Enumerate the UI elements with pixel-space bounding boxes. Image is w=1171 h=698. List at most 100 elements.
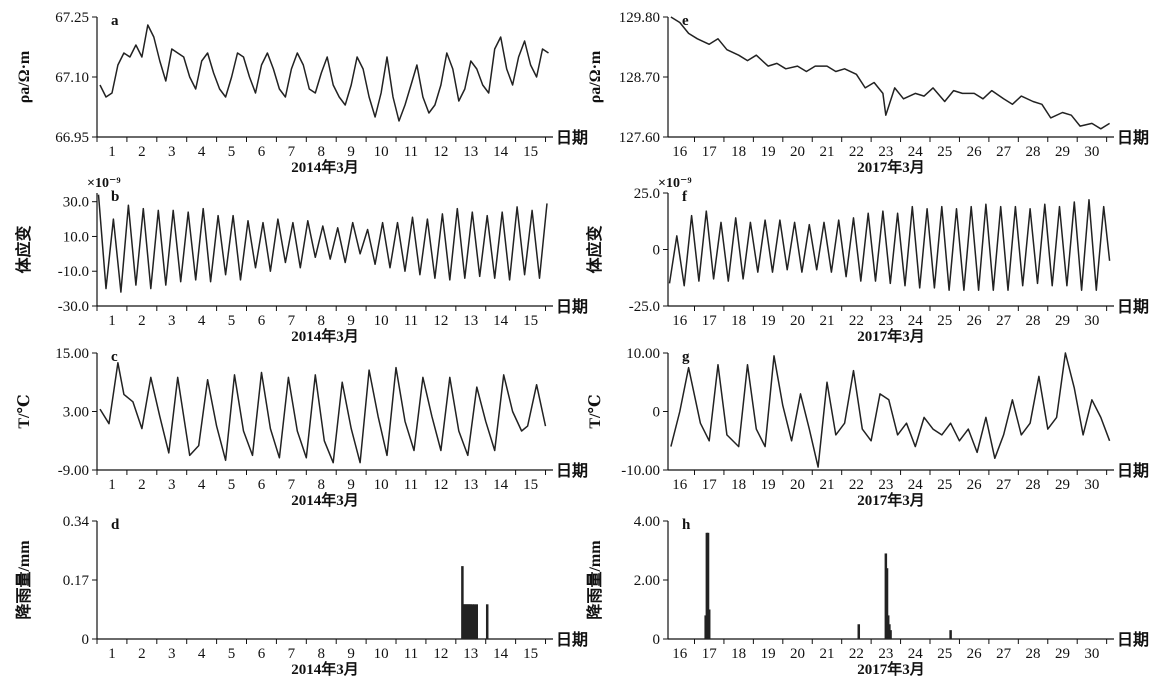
x-tick-label: 12: [433, 646, 448, 662]
x-tick-label: 30: [1084, 144, 1099, 160]
panel-letter: b: [111, 189, 119, 205]
y-tick-label: 10.0: [63, 229, 89, 245]
x-tick-label: 26: [967, 477, 983, 493]
y-tick-label: 4.00: [634, 514, 660, 530]
x-tick-label: 17: [702, 646, 718, 662]
x-tick-label: 13: [463, 477, 478, 493]
panel-letter: f: [682, 189, 688, 205]
x-tick-label: 30: [1084, 646, 1099, 662]
x-tick-label: 28: [1026, 477, 1041, 493]
y-tick-label: 0: [653, 243, 661, 259]
y-axis-label: 体应变: [585, 225, 604, 273]
x-tick-label: 13: [463, 144, 478, 160]
y-axis-label: 降雨量/mm: [14, 540, 33, 620]
x-tick-label: 1: [108, 144, 116, 160]
x-tick-label: 4: [198, 144, 206, 160]
x-tick-label: 29: [1055, 477, 1070, 493]
y-tick-label: 127.60: [619, 130, 660, 146]
x-axis-label: 日期: [1117, 461, 1149, 480]
x-tick-label: 27: [996, 144, 1012, 160]
x-tick-label: 2: [138, 646, 146, 662]
panel-letter: h: [682, 517, 691, 533]
x-tick-label: 5: [228, 144, 236, 160]
date-label: 2017年3月: [857, 158, 925, 176]
bar: [885, 568, 889, 639]
x-tick-label: 22: [849, 646, 864, 662]
x-tick-label: 6: [258, 477, 266, 493]
x-tick-label: 19: [761, 477, 776, 493]
bar: [707, 609, 711, 639]
x-tick-label: 17: [702, 144, 718, 160]
panel-h: 4.00 2.00 0 16 17 18 19 20 21 22 23 24 25 26 27 28 29 30 日…: [585, 514, 1149, 678]
bar: [461, 566, 464, 639]
x-tick-label: 26: [967, 313, 983, 329]
date-label: 2017年3月: [857, 491, 925, 509]
x-tick-label: 28: [1026, 313, 1041, 329]
x-tick-label: 5: [228, 477, 236, 493]
y-tick-label: 2.00: [634, 573, 660, 589]
x-tick-label: 29: [1055, 313, 1070, 329]
x-tick-label: 6: [258, 144, 266, 160]
x-tick-label: 11: [404, 313, 418, 329]
bar: [949, 630, 952, 639]
x-tick-label: 6: [258, 313, 266, 329]
x-tick-label: 11: [404, 477, 418, 493]
x-tick-label: 8: [318, 144, 326, 160]
x-tick-label: 30: [1084, 477, 1099, 493]
x-axis-label: 日期: [556, 297, 588, 316]
x-tick-label: 27: [996, 313, 1012, 329]
x-axis-label: 日期: [556, 461, 588, 480]
x-tick-label: 3: [168, 646, 176, 662]
x-tick-label: 15: [523, 646, 538, 662]
panel-e: 129.80 128.70 127.60 16 17 18 19 20 21 22 23 24 25 26…: [587, 10, 1149, 176]
x-tick-label: 12: [433, 477, 448, 493]
x-tick-label: 6: [258, 646, 266, 662]
y-tick-label: 67.10: [55, 70, 89, 86]
x-axis-label: 日期: [1117, 630, 1149, 649]
x-tick-label: 23: [878, 477, 893, 493]
y-axis-label: ρa/Ω·m: [587, 50, 604, 103]
date-label: 2014年3月: [291, 660, 359, 678]
series-line: [670, 16, 1110, 130]
x-tick-label: 26: [967, 646, 983, 662]
bar: [889, 630, 892, 639]
x-axis-label: 日期: [556, 128, 588, 147]
x-tick-label: 19: [761, 646, 776, 662]
x-tick-label: 16: [672, 313, 688, 329]
y-tick-label: -10.0: [58, 264, 89, 280]
x-tick-label: 5: [228, 313, 236, 329]
x-tick-label: 3: [168, 144, 176, 160]
x-tick-label: 2: [138, 313, 146, 329]
x-tick-label: 19: [761, 313, 776, 329]
x-tick-label: 9: [347, 313, 355, 329]
y-tick-label: 0: [653, 405, 661, 421]
x-tick-label: 24: [908, 144, 924, 160]
x-tick-label: 10: [374, 646, 389, 662]
series-line: [99, 24, 549, 122]
x-tick-label: 30: [1084, 313, 1099, 329]
y-tick-label: -9.00: [58, 463, 89, 479]
panel-f: 25.0 0 -25.0 16 17 18 19 20 21 22 23 24 25 26 27 28 29 30…: [585, 176, 1149, 345]
x-tick-label: 29: [1055, 646, 1070, 662]
y-tick-label: -10.00: [621, 463, 660, 479]
x-tick-label: 22: [849, 144, 864, 160]
x-tick-label: 22: [849, 313, 864, 329]
y-tick-label: 0.34: [63, 514, 90, 530]
x-tick-label: 11: [404, 646, 418, 662]
panel-letter: c: [111, 349, 118, 365]
x-tick-label: 25: [937, 313, 952, 329]
y-axis-label: 体应变: [14, 225, 33, 273]
y-axis-label: 降雨量/mm: [585, 540, 604, 620]
x-tick-label: 20: [790, 477, 805, 493]
x-tick-label: 3: [168, 313, 176, 329]
y-axis-label: ρa/Ω·m: [16, 50, 33, 103]
x-tick-label: 22: [849, 477, 864, 493]
x-tick-label: 11: [404, 144, 418, 160]
date-label: 2014年3月: [291, 158, 359, 176]
x-tick-label: 21: [819, 313, 834, 329]
x-tick-label: 27: [996, 646, 1012, 662]
x-tick-label: 18: [731, 313, 746, 329]
x-tick-label: 9: [347, 144, 355, 160]
y-tick-label: 129.80: [619, 10, 660, 26]
